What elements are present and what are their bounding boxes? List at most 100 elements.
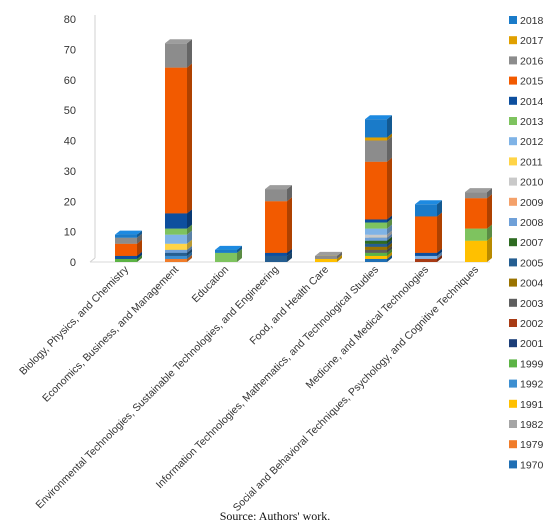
legend-item: 2010 (509, 177, 544, 189)
legend-label: 1982 (520, 419, 544, 431)
bar-side (387, 248, 392, 256)
bar-top (415, 200, 442, 205)
bar-front (215, 249, 237, 253)
bar-top (365, 115, 392, 120)
bar-segment (365, 115, 392, 138)
legend-swatch (509, 399, 517, 408)
legend-item: 2018 (509, 15, 544, 27)
legend-swatch (509, 137, 517, 146)
bar-front (465, 240, 487, 262)
bar-front (265, 255, 287, 262)
bar-side (437, 254, 442, 262)
legend-label: 2012 (520, 136, 544, 148)
source-caption: Source: Authors' work. (219, 509, 331, 523)
legend-item: 2015 (509, 76, 544, 88)
bar-top (315, 251, 342, 256)
bar-front (365, 119, 387, 138)
bar-front (465, 192, 487, 199)
bar-front (165, 213, 187, 229)
bar-front (365, 243, 387, 247)
x-category-label: Social and Behavioral Techniques, Psycho… (231, 264, 481, 514)
bar-front (165, 255, 187, 259)
legend-label: 1979 (520, 439, 544, 451)
bar-side (137, 251, 142, 259)
bar-side (287, 197, 292, 253)
legend-label: 2002 (520, 318, 544, 330)
bar-top (465, 188, 492, 193)
y-tick-label: 80 (64, 14, 76, 26)
bar-side (187, 254, 192, 262)
bar-front (165, 249, 187, 253)
bar-top (265, 185, 292, 190)
bar-segment (465, 194, 492, 229)
bar-front (165, 243, 187, 250)
legend-swatch (509, 440, 517, 449)
bar-side (387, 215, 392, 223)
bar-side (387, 239, 392, 247)
bar-top (215, 245, 242, 250)
legend-item: 2008 (509, 217, 544, 229)
bar-front (365, 249, 387, 253)
bar-side (187, 245, 192, 253)
bar-front (165, 228, 187, 235)
legend-swatch (509, 298, 517, 307)
legend-swatch (509, 460, 517, 469)
bar-side (187, 209, 192, 229)
y-tick-label: 40 (64, 136, 76, 148)
bar-front (365, 234, 387, 238)
bar-front (365, 237, 387, 241)
bar-front (415, 255, 437, 259)
legend-item: 2016 (509, 55, 544, 67)
legend-swatch (509, 76, 517, 85)
bar-front (165, 67, 187, 214)
legend-label: 2008 (520, 217, 544, 229)
bar-segment (415, 200, 442, 217)
bar-side (387, 230, 392, 238)
bar-side (187, 239, 192, 250)
bar-side (287, 185, 292, 202)
bar-front (415, 252, 437, 256)
bar-side (437, 200, 442, 217)
legend-item: 2003 (509, 298, 544, 310)
legend-item: 1999 (509, 358, 544, 370)
legend-swatch (509, 359, 517, 368)
legend-swatch (509, 177, 517, 186)
legend-label: 2018 (520, 15, 544, 27)
legend-label: 2017 (520, 35, 544, 47)
legend-item: 1979 (509, 439, 544, 451)
bar-side (487, 236, 492, 262)
y-tick-label: 50 (64, 105, 76, 117)
bar-segment (365, 157, 392, 220)
legend-swatch (509, 238, 517, 247)
floor-edge (89, 257, 96, 263)
bar-front (365, 258, 387, 262)
legend-swatch (509, 339, 517, 348)
bar-segment (265, 197, 292, 253)
legend-label: 2003 (520, 298, 544, 310)
bar-front (415, 258, 437, 262)
bar-front (365, 140, 387, 162)
bar-side (387, 218, 392, 229)
legend-item: 1970 (509, 459, 544, 471)
legend-label: 1991 (520, 399, 544, 411)
legend-label: 1999 (520, 358, 544, 370)
bar-side (287, 248, 292, 256)
legend-label: 2011 (520, 156, 543, 168)
bar-side (187, 248, 192, 256)
legend-item: 1982 (509, 419, 544, 431)
legend-item: 2013 (509, 116, 544, 128)
bar-front (165, 43, 187, 68)
bar-side (337, 251, 342, 259)
bar-side (387, 133, 392, 141)
bar-side (387, 157, 392, 220)
bar-side (187, 39, 192, 68)
bar-front (365, 228, 387, 235)
bar-segment (315, 251, 342, 259)
bar-segment (465, 188, 492, 199)
bar-front (115, 258, 137, 262)
bar-front (315, 258, 337, 262)
bar-side (137, 230, 142, 238)
legend-swatch (509, 117, 517, 125)
legend-swatch (509, 16, 517, 24)
